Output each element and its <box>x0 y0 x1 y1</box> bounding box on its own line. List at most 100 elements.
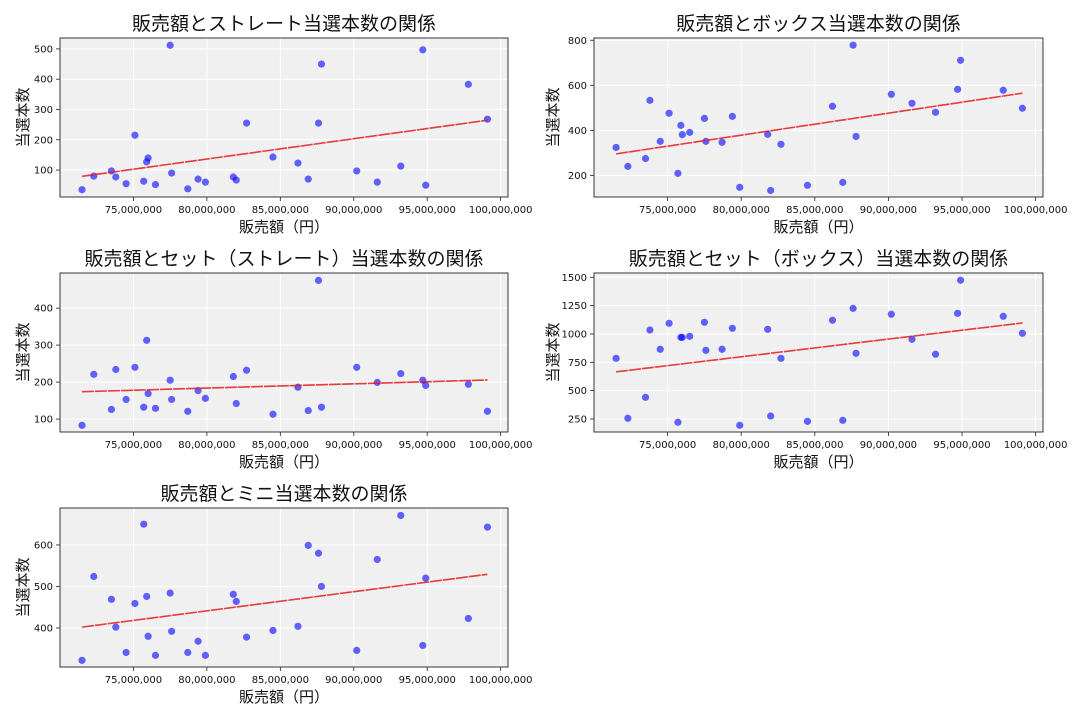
data-point <box>194 175 202 183</box>
y-tick-label: 1250 <box>562 301 587 312</box>
y-tick-label: 1500 <box>562 273 587 284</box>
data-point <box>665 319 673 327</box>
y-tick-label: 500 <box>34 582 53 593</box>
y-axis-label: 当選本数 <box>14 322 32 382</box>
y-tick-label: 200 <box>34 135 53 146</box>
data-point <box>184 407 192 415</box>
x-axis-label: 販売額（円） <box>773 218 863 236</box>
chart-title: 販売額とミニ当選本数の関係 <box>160 483 407 505</box>
chart-title: 販売額とセット（ストレート）当選本数の関係 <box>84 248 483 270</box>
data-point <box>107 167 116 175</box>
data-point <box>464 80 472 88</box>
data-point <box>397 369 405 378</box>
data-point <box>90 370 98 378</box>
data-point <box>464 380 472 388</box>
data-point <box>483 523 492 531</box>
y-axis-label: 当選本数 <box>544 322 562 382</box>
data-point <box>317 60 326 68</box>
x-tick-label: 85,000,000 <box>252 675 309 686</box>
data-point <box>852 132 860 141</box>
data-point <box>702 346 710 354</box>
y-tick-label: 100 <box>34 166 53 177</box>
y-tick-label: 400 <box>34 304 53 315</box>
x-axis-label: 販売額（円） <box>773 453 863 471</box>
data-point <box>728 112 736 120</box>
y-axis-label: 当選本数 <box>14 87 32 147</box>
data-point <box>90 572 98 581</box>
x-tick-label: 90,000,000 <box>325 440 382 451</box>
data-point <box>201 394 210 402</box>
subplot-5: 75,000,000 80,000,000 85,000,000 90,000,000… <box>14 483 532 706</box>
data-point <box>184 648 192 657</box>
data-point <box>764 325 772 333</box>
axes-frame <box>593 272 1044 433</box>
data-point <box>483 115 492 123</box>
data-point <box>736 421 744 429</box>
data-point <box>242 119 251 127</box>
data-point <box>317 403 326 411</box>
data-point <box>294 622 302 630</box>
y-axis-label: 当選本数 <box>544 87 562 147</box>
data-point <box>736 183 744 191</box>
y-tick-label: 500 <box>34 44 53 55</box>
data-point <box>764 130 772 138</box>
data-point <box>304 406 312 415</box>
data-point <box>828 102 837 110</box>
data-point <box>686 332 694 340</box>
data-point <box>78 186 86 194</box>
data-point <box>397 162 405 170</box>
data-point <box>678 333 686 341</box>
x-tick-label: 95,000,000 <box>399 675 456 686</box>
data-point <box>641 393 650 401</box>
y-tick-label: 600 <box>34 540 53 551</box>
data-point <box>803 181 812 189</box>
data-point <box>718 138 726 146</box>
data-point <box>304 175 312 183</box>
data-point <box>131 363 139 371</box>
data-point <box>140 403 148 411</box>
data-point <box>144 632 152 640</box>
y-tick-label: 400 <box>568 126 587 137</box>
data-point <box>665 109 673 117</box>
data-point <box>887 90 895 98</box>
data-point <box>777 354 785 362</box>
data-point <box>140 520 148 528</box>
data-point <box>674 418 682 426</box>
x-tick-label: 75,000,000 <box>105 440 162 451</box>
x-tick-label: 100,000,000 <box>469 675 533 686</box>
data-point <box>144 154 152 162</box>
data-point <box>422 181 430 189</box>
x-tick-label: 95,000,000 <box>933 440 990 451</box>
chart-title: 販売額とセット（ボックス）当選本数の関係 <box>629 248 1008 270</box>
trend-line <box>81 119 488 178</box>
x-tick-label: 75,000,000 <box>105 205 162 216</box>
x-tick-label: 95,000,000 <box>399 440 456 451</box>
axes-frame <box>59 37 509 198</box>
subplot-2: 75,000,000 80,000,000 85,000,000 90,000,000… <box>544 13 1067 236</box>
data-point <box>728 324 736 332</box>
x-tick-label: 75,000,000 <box>639 205 696 216</box>
data-point <box>112 623 120 631</box>
data-point <box>397 511 405 520</box>
data-point <box>656 345 664 353</box>
data-point <box>143 336 151 344</box>
data-point <box>107 595 116 603</box>
data-point <box>908 99 916 107</box>
data-point <box>419 46 427 54</box>
data-point <box>612 143 620 152</box>
data-point <box>931 350 940 358</box>
plot-area <box>594 38 1043 197</box>
x-tick-label: 85,000,000 <box>786 205 843 216</box>
x-tick-label: 95,000,000 <box>399 205 456 216</box>
data-point <box>656 137 664 145</box>
trend-line <box>615 92 1023 155</box>
data-point <box>131 131 139 139</box>
x-tick-label: 90,000,000 <box>325 675 382 686</box>
data-point <box>931 108 940 116</box>
x-tick-label: 75,000,000 <box>639 440 696 451</box>
data-point <box>353 363 361 371</box>
data-point <box>151 651 160 659</box>
y-tick-label: 200 <box>568 171 587 182</box>
x-tick-label: 80,000,000 <box>178 675 235 686</box>
